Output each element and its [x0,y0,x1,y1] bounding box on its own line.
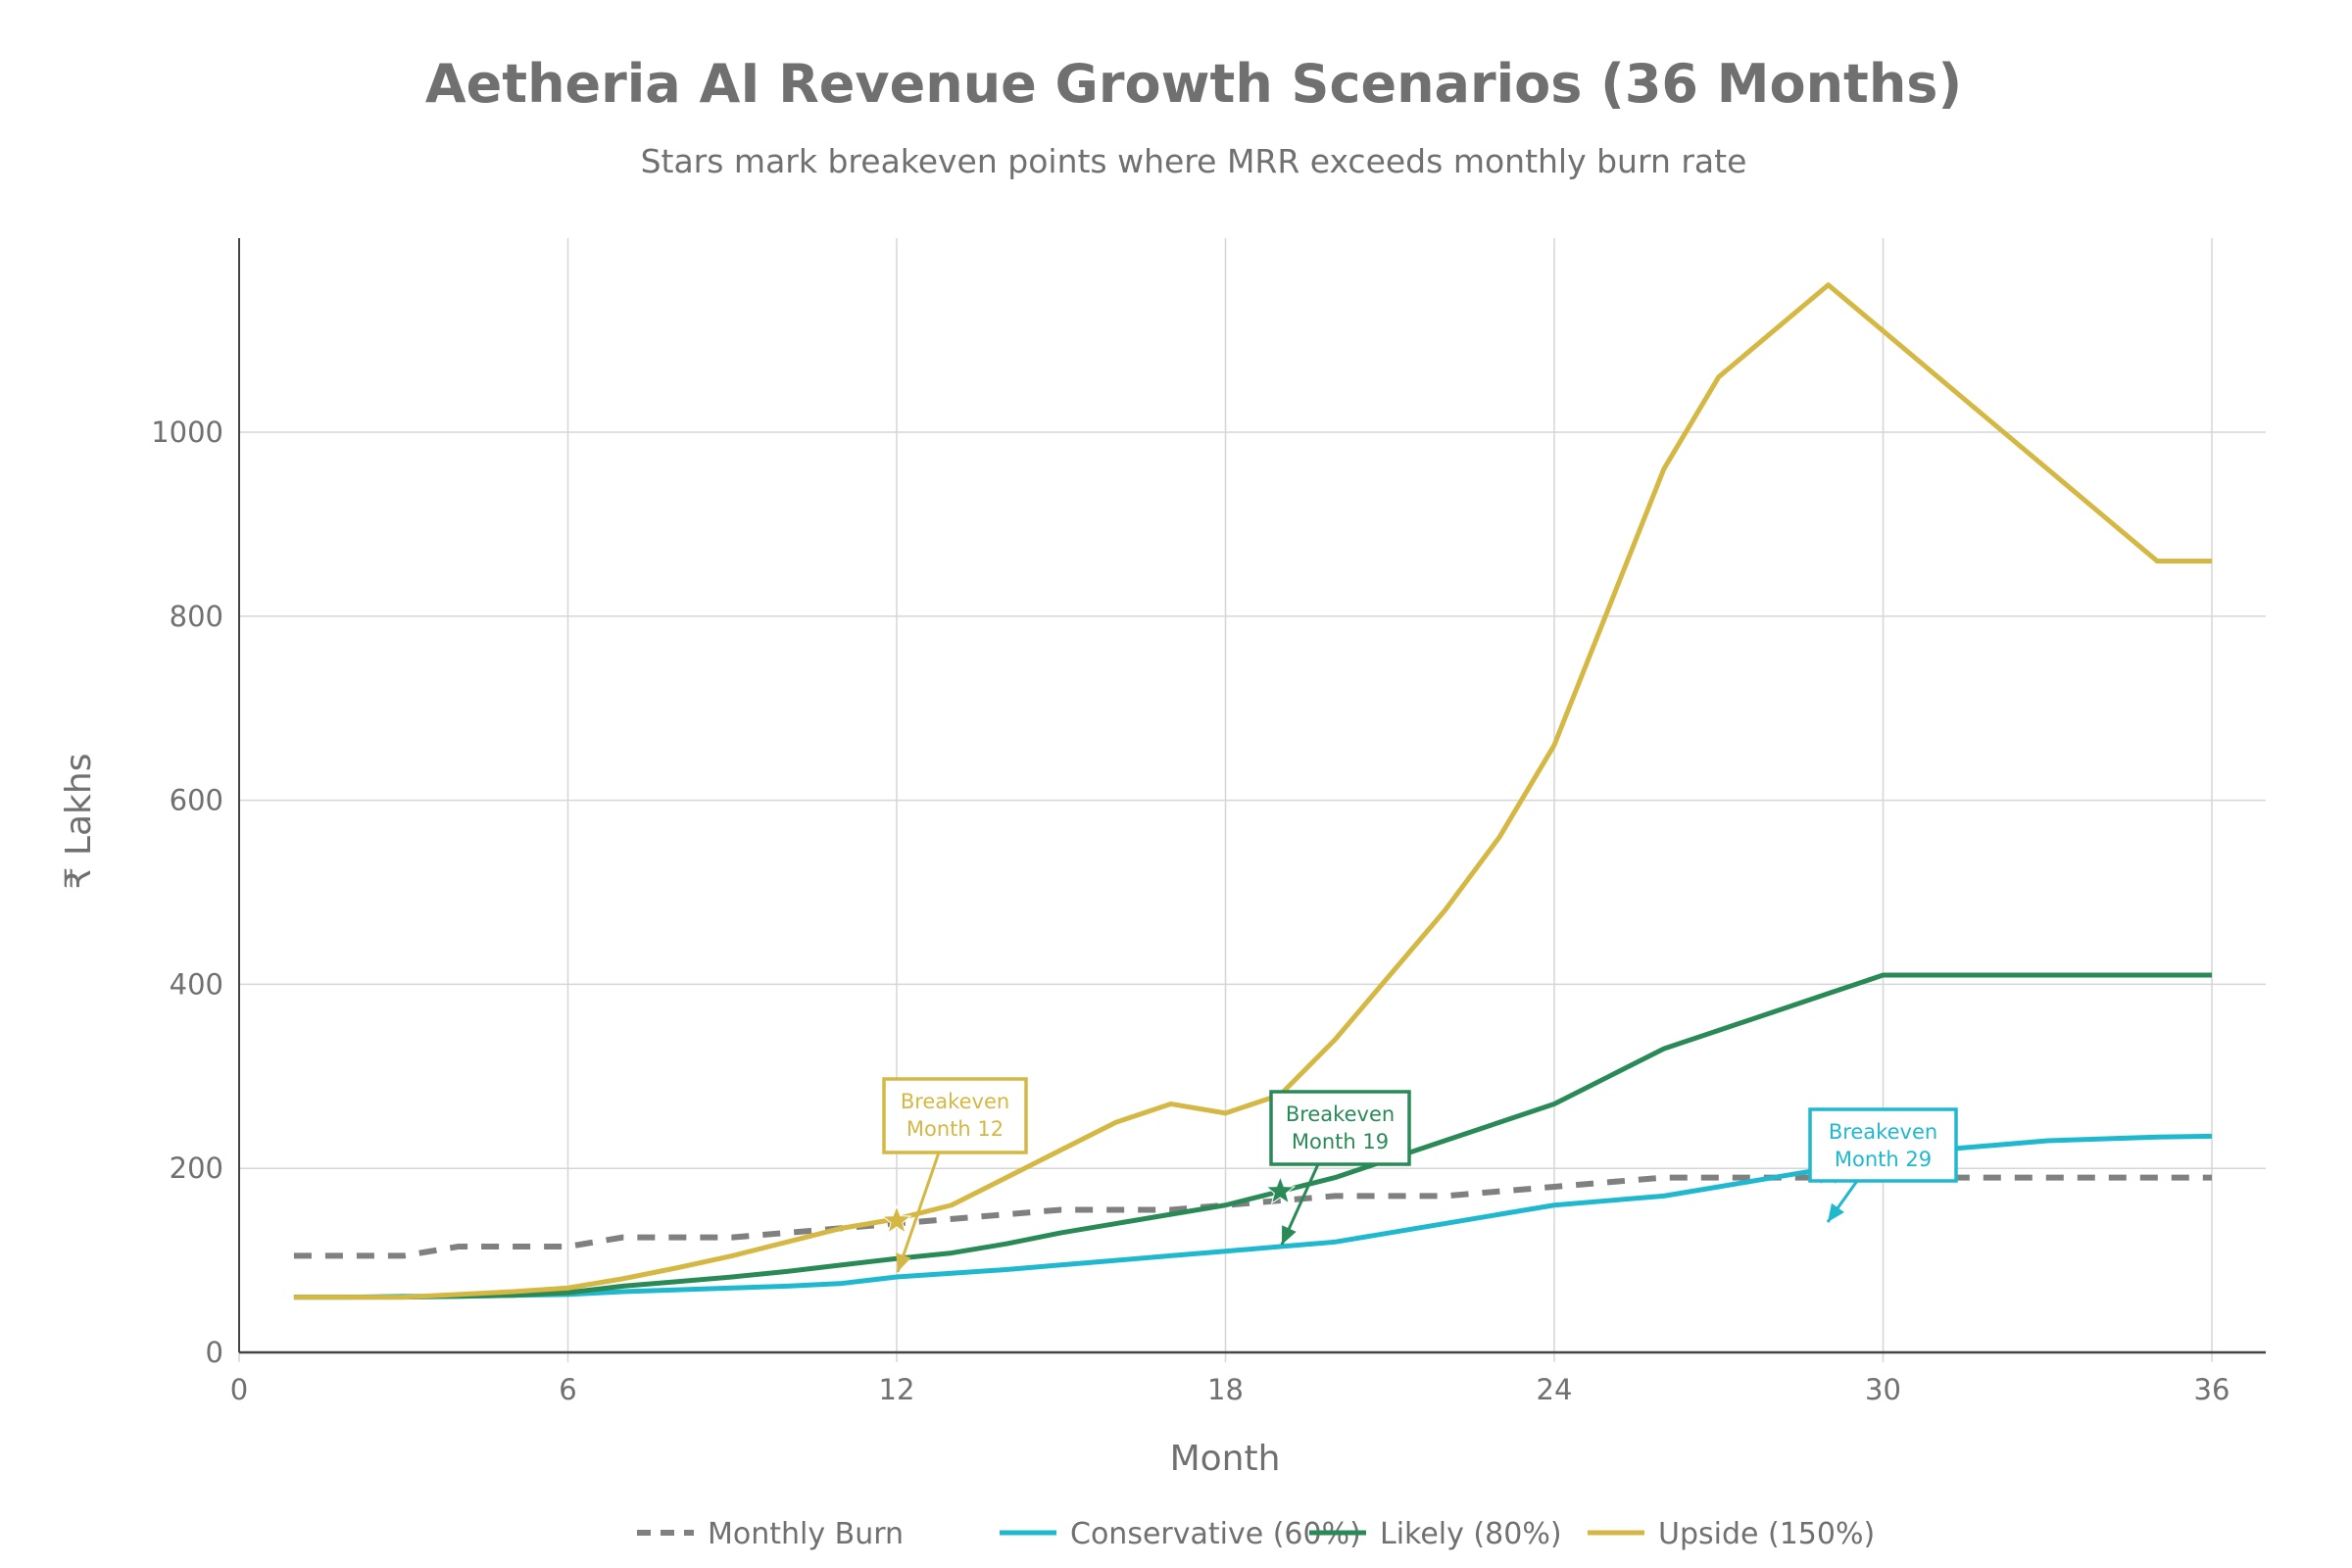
annotation-label: Breakeven [901,1090,1009,1113]
y-tick-label: 600 [170,784,223,817]
breakeven-annotations: Breakeven Month 12 Breakeven Month 19 Breake… [881,1077,1958,1273]
legend-label: Upside (150%) [1658,1517,1875,1551]
axes [238,238,2266,1354]
x-tick-label: 36 [2194,1373,2230,1406]
y-tick-label: 400 [170,967,223,1001]
y-tick-label: 1000 [151,416,223,449]
legend-label: Monthly Burn [708,1517,904,1551]
x-tick-label: 18 [1207,1373,1244,1406]
annotation-arrow [896,1152,941,1273]
x-tick-label: 6 [559,1373,576,1406]
tick-labels: 0 6 12 18 24 30 36 0 200 400 600 800 1000 [151,416,2230,1406]
y-tick-label: 200 [170,1152,223,1185]
chart-title: Aetheria AI Revenue Growth Scenarios (36… [425,53,1962,115]
annotation-box [1269,1090,1411,1166]
grid [238,238,2266,1362]
annotation-box [1808,1107,1958,1183]
x-tick-label: 24 [1537,1373,1573,1406]
x-tick-label: 30 [1865,1373,1901,1406]
x-axis-label: Month [1170,1439,1281,1479]
annotation-label: Breakeven [1286,1102,1395,1126]
legend: Monthly Burn Conservative (60%) Likely (80… [637,1517,1875,1551]
annotation-box [882,1077,1028,1154]
series-line-upside-150 [293,282,2212,1300]
y-tick-label: 0 [206,1336,223,1369]
breakeven-star-icon [1264,1175,1297,1204]
annotation-label: Month 12 [906,1117,1004,1141]
annotation-label: Month 29 [1835,1148,1932,1171]
y-tick-label: 800 [170,600,223,633]
annotation-label: Month 19 [1292,1130,1389,1153]
arrowhead-icon [896,1252,911,1272]
series-line-monthly-burn [293,1174,2212,1259]
y-axis-label: ₹ Lakhs [59,754,99,890]
breakeven-star-icon [881,1204,912,1235]
annotation-label: Breakeven [1829,1120,1937,1144]
legend-label: Likely (80%) [1380,1517,1562,1551]
x-tick-label: 0 [230,1373,248,1406]
arrowhead-icon [1282,1225,1297,1245]
chart-subtitle: Stars mark breakeven points where MRR ex… [641,142,1747,180]
arrowhead-icon [1828,1202,1844,1222]
x-tick-label: 12 [879,1373,915,1406]
series-line-likely-80 [293,972,2212,1300]
